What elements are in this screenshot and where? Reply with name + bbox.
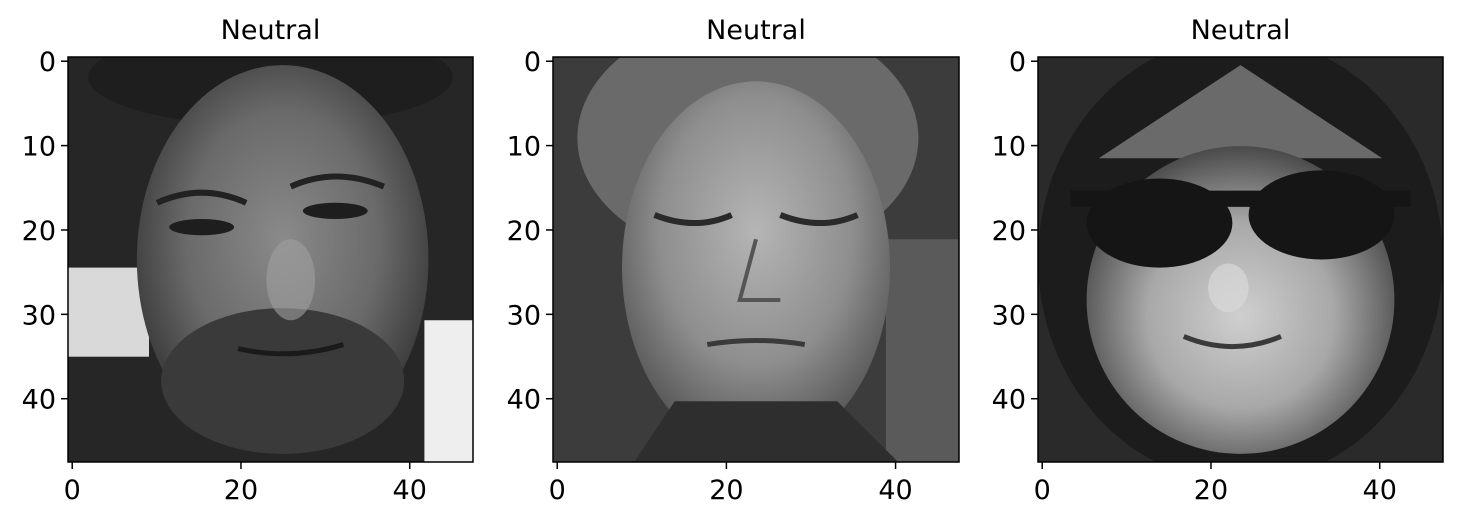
nose-shape	[1208, 263, 1249, 313]
face-shape	[622, 81, 890, 454]
x-tick-label: 20	[709, 475, 743, 506]
x-tick-label: 0	[549, 475, 566, 506]
sunglasses-frame	[1070, 190, 1411, 207]
image-panel: Neutral 0 20 40 0 10 20 30 40	[992, 15, 1444, 506]
x-tick-label: 20	[1194, 475, 1228, 506]
y-tick-label: 40	[22, 385, 56, 416]
y-tick-label: 20	[992, 216, 1026, 247]
y-tick-label: 10	[992, 132, 1026, 163]
background-panel	[885, 239, 959, 462]
face-image	[68, 57, 473, 462]
y-tick-label: 10	[22, 132, 56, 163]
eye-shape	[169, 219, 235, 236]
forehead-shape	[1098, 65, 1383, 159]
background-light-patch	[424, 320, 473, 462]
x-tick-label: 40	[878, 475, 912, 506]
mouth-shape	[706, 338, 806, 348]
eye-shape	[302, 202, 368, 219]
eye-shape	[779, 212, 859, 227]
x-tick-label: 40	[1363, 475, 1397, 506]
image-panel: Neutral 0 20 40 0 10 20 30 40	[22, 15, 474, 506]
x-tick-label: 0	[64, 475, 81, 506]
x-tick-label: 20	[224, 475, 258, 506]
y-tick-label: 30	[507, 300, 541, 331]
collar-shape	[634, 401, 899, 462]
x-tick-label: 40	[393, 475, 427, 506]
y-tick-label: 40	[992, 385, 1026, 416]
mouth-shape	[1182, 334, 1282, 349]
eye-shape	[653, 212, 733, 227]
axes-frame	[552, 56, 960, 463]
y-tick-label: 10	[507, 132, 541, 163]
nose-shape	[266, 239, 316, 321]
y-tick-label: 0	[1009, 47, 1026, 78]
eyebrow-shape	[289, 173, 386, 190]
image-panel: Neutral 0 20 40 0 10 20 30 40	[507, 15, 960, 506]
y-tick-label: 0	[524, 47, 541, 78]
beard-shape	[161, 308, 405, 454]
panel-title: Neutral	[706, 15, 806, 46]
y-tick-label: 40	[507, 385, 541, 416]
background-light-patch	[68, 267, 149, 357]
y-tick-label: 0	[39, 47, 56, 78]
nose-shape	[737, 238, 781, 302]
panel-title: Neutral	[221, 15, 321, 46]
x-tick-label: 0	[1034, 475, 1051, 506]
y-tick-label: 30	[992, 300, 1026, 331]
sunglasses-lens	[1248, 170, 1395, 260]
axes-frame	[1037, 56, 1444, 463]
face-image	[553, 57, 959, 462]
face-image	[1038, 57, 1443, 462]
mouth-shape	[237, 342, 345, 357]
axes-frame	[67, 56, 474, 463]
y-tick-label: 20	[22, 216, 56, 247]
y-tick-label: 30	[22, 300, 56, 331]
panel-title: Neutral	[1191, 15, 1291, 46]
eyebrow-shape	[155, 189, 248, 206]
y-tick-label: 20	[507, 216, 541, 247]
